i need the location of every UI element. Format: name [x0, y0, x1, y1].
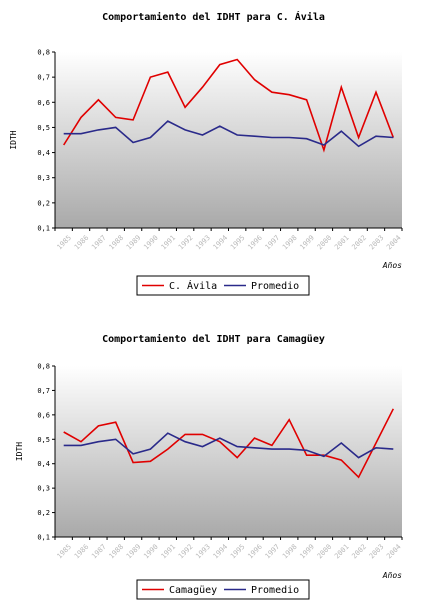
chart2-y-axis-label: IDTH: [15, 442, 24, 461]
chart1-x-tick-label: 2004: [385, 234, 403, 252]
chart1-y-tick-label: 0,6: [37, 99, 50, 107]
chart2-y-tick-label: 0,6: [37, 411, 50, 419]
chart2-y-tick-label: 0,5: [37, 436, 50, 444]
chart2-x-tick-label: 1993: [194, 543, 212, 561]
chart1-x-tick-label: 1991: [160, 234, 178, 252]
chart1-legend-label: Promedio: [251, 281, 299, 292]
chart1-x-tick-label: 1990: [142, 234, 160, 252]
chart1-x-tick-label: 1987: [90, 234, 108, 252]
chart2-y-tick-label: 0,7: [37, 387, 50, 395]
chart2-title: Comportamiento del IDHT para Camagüey: [102, 333, 325, 345]
chart2-x-tick-label: 1985: [55, 543, 73, 561]
chart1-x-tick-label: 2000: [316, 234, 334, 252]
chart1-y-tick-label: 0,3: [37, 174, 50, 182]
chart2-series-line-promedio: [63, 432, 394, 459]
chart2-x-tick-label: 1989: [125, 543, 143, 561]
chart2-y-tick-label: 0,4: [37, 460, 50, 468]
chart2-x-tick-label: 1992: [177, 543, 195, 561]
chart1-y-tick-label: 0,7: [37, 74, 50, 82]
chart1-y-axis-label: IDTH: [9, 130, 18, 149]
chart2-y-tick-label: 0,8: [37, 363, 50, 371]
chart1-legend: [136, 275, 310, 296]
chart1-x-tick-label: 1986: [73, 234, 91, 252]
chart1-y-tick-label: 0,1: [37, 225, 50, 233]
chart2-x-tick-label: 1997: [264, 543, 282, 561]
chart2-x-tick-label: 1987: [90, 543, 108, 561]
chart2-x-tick-label: 1986: [73, 543, 91, 561]
chart1-y-tick-label: 0,4: [37, 149, 50, 157]
chart1-x-tick-label: 1992: [177, 234, 195, 252]
chart2-x-tick-label: 1999: [298, 543, 316, 561]
chart2-x-tick-label: 1990: [142, 543, 160, 561]
chart1-y-tick-label: 0,2: [37, 199, 50, 207]
chart1-x-tick-label: 1988: [108, 234, 126, 252]
chart2-y-tick-label: 0,2: [37, 509, 50, 517]
chart2-legend: [136, 579, 310, 600]
chart1-x-tick-label: 2002: [350, 234, 368, 252]
chart1-plot-area: [55, 52, 402, 228]
chart1-x-tick-label: 1989: [125, 234, 143, 252]
chart1-x-tick-label: 1998: [281, 234, 299, 252]
chart2-x-tick-label: 1995: [229, 543, 247, 561]
chart2-x-tick-label: 2004: [385, 543, 403, 561]
chart2-x-tick-label: 1991: [160, 543, 178, 561]
chart2-x-axis-label: Años: [382, 571, 402, 580]
chart1-x-tick-label: 1993: [194, 234, 212, 252]
chart1-y-tick-label: 0,8: [37, 49, 50, 57]
chart2-legend-label: Promedio: [251, 585, 299, 596]
chart2-plot-area: [55, 366, 402, 537]
chart2-legend-label: Camagüey: [169, 585, 217, 596]
chart2-y-tick-label: 0,1: [37, 534, 50, 542]
chart1-x-tick-label: 1995: [229, 234, 247, 252]
chart2: Comportamiento del IDHT para Camagüey 0,1…: [15, 333, 403, 600]
chart2-y-tick-label: 0,3: [37, 485, 50, 493]
chart1-x-tick-label: 1999: [298, 234, 316, 252]
chart2-x-tick-label: 1988: [108, 543, 126, 561]
chart1-x-tick-label: 1997: [264, 234, 282, 252]
chart2-x-tick-label: 2000: [316, 543, 334, 561]
chart1-title: Comportamiento del IDHT para C. Ávila: [102, 10, 325, 23]
chart2-x-tick-label: 2001: [333, 543, 351, 561]
chart2-x-tick-label: 1996: [246, 543, 264, 561]
chart2-x-tick-label: 1994: [212, 543, 230, 561]
chart1-x-tick-label: 2001: [333, 234, 351, 252]
chart1-x-tick-label: 2003: [368, 234, 386, 252]
chart1-y-tick-label: 0,5: [37, 124, 50, 132]
chart1-series-line-promedio: [63, 120, 394, 148]
chart2-series-line-region: [63, 408, 395, 479]
chart1-series-line-region: [63, 58, 395, 153]
chart2-x-tick-label: 1998: [281, 543, 299, 561]
chart2-x-tick-label: 2003: [368, 543, 386, 561]
chart1-x-tick-label: 1985: [55, 234, 73, 252]
chart2-x-tick-label: 2002: [350, 543, 368, 561]
chart1-x-tick-label: 1994: [212, 234, 230, 252]
chart1-legend-label: C. Ávila: [169, 279, 217, 292]
chart1: Comportamiento del IDHT para C. Ávila 0,1…: [9, 10, 403, 296]
chart1-x-axis-label: Años: [382, 261, 402, 270]
chart1-x-tick-label: 1996: [246, 234, 264, 252]
